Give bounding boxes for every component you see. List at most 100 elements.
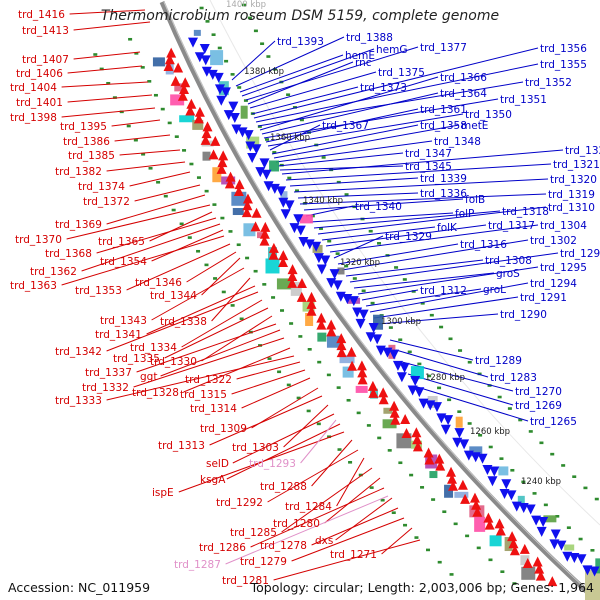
forward-gene-arrow [348, 296, 359, 307]
forward-gene-label: trd_1269 [515, 400, 562, 412]
reverse-gene-arrow [278, 250, 289, 261]
reverse-gene-arrow [287, 270, 298, 281]
scale-label: 1280 kbp [425, 373, 465, 383]
reverse-gene-label: trd_1372 [83, 196, 130, 208]
tick-dot [448, 337, 453, 341]
forward-gene-arrow [443, 415, 454, 426]
genome-backbone [159, 1, 598, 600]
reverse-gene-label-leader-line [69, 9, 146, 15]
scale-label: 1360 kbp [270, 133, 310, 143]
forward-gene-label: hemE [345, 50, 375, 62]
forward-gene-arrow [187, 37, 198, 48]
gene-feature-block [276, 278, 292, 290]
reverse-gene-arrow [296, 291, 307, 302]
reverse-gene-arrow [547, 576, 558, 587]
reverse-gene-arrow [508, 538, 519, 549]
forward-gene-arrow [562, 551, 573, 562]
tick-dot [171, 208, 176, 212]
forward-gene-label: trd_1364 [440, 88, 487, 100]
forward-gene-arrow [263, 181, 274, 192]
forward-gene-label: hemG [376, 44, 407, 56]
forward-gene-arrow [243, 130, 254, 141]
tick-dot [272, 151, 277, 154]
tick-dot [204, 263, 209, 267]
gene-feature-block [232, 208, 244, 216]
forward-gene-label-leader-line [337, 243, 459, 265]
tick-dot [361, 289, 366, 293]
forward-gene-arrow [311, 241, 322, 252]
reverse-gene-arrow [347, 360, 358, 371]
reverse-gene-label: trd_1398 [10, 112, 57, 124]
reverse-gene-label-leader-line [67, 65, 143, 74]
reverse-gene-label: trd_1279 [240, 556, 287, 568]
reverse-gene-label-leader-line [311, 439, 353, 487]
reverse-gene-label: trd_1332 [82, 382, 129, 394]
tick-dot [286, 383, 291, 387]
tick-dot [380, 498, 385, 502]
gene-feature-block [342, 366, 354, 378]
reverse-gene-label: trd_1309 [200, 423, 247, 435]
tick-dot [237, 86, 242, 89]
reverse-gene-arrow [216, 163, 227, 174]
reverse-gene-arrow [357, 367, 368, 378]
reverse-gene-label: trd_1315 [180, 389, 227, 401]
tick-dot [442, 510, 447, 514]
tick-dot [407, 350, 412, 354]
reverse-gene-label-leader-line [136, 323, 277, 373]
forward-gene-arrow [201, 66, 212, 77]
tick-dot [356, 411, 361, 415]
tick-dot [377, 242, 382, 245]
tick-dot [262, 283, 267, 286]
forward-gene-label-leader-line [269, 124, 321, 151]
forward-gene-label-leader-line [271, 124, 419, 155]
tick-dot [398, 461, 403, 465]
tick-dot [394, 266, 399, 269]
forward-gene-label-leader-line [345, 259, 484, 277]
tick-dot [160, 107, 165, 111]
tick-dot [555, 515, 560, 518]
reverse-gene-arrow [241, 207, 252, 218]
scale-label: 1240 kbp [521, 477, 561, 487]
tick-dot [465, 534, 470, 538]
reverse-gene-label-leader-line [311, 507, 399, 546]
forward-gene-label: trd_1319 [548, 189, 595, 201]
gene-feature-block [290, 281, 302, 296]
forward-gene-arrow [269, 183, 280, 194]
forward-gene-label: trd_1265 [530, 416, 577, 428]
reverse-gene-label: trd_1404 [10, 82, 57, 94]
tick-dot [439, 325, 444, 329]
forward-gene-arrow [320, 255, 331, 266]
reverse-gene-arrow [210, 135, 221, 146]
gene-feature-block [454, 491, 469, 498]
forward-gene-arrow [470, 452, 481, 463]
tick-dot [414, 536, 419, 539]
tick-dot [295, 189, 300, 193]
forward-gene-arrow [576, 554, 587, 565]
forward-gene-arrow [214, 84, 225, 95]
reverse-gene-label: ksgA [200, 474, 226, 486]
tick-dot [539, 441, 544, 445]
tick-dot [134, 52, 139, 55]
tick-dot [266, 55, 271, 58]
forward-gene-arrow [251, 144, 262, 155]
forward-gene-label: trd_1312 [420, 285, 467, 297]
forward-gene-arrow [200, 55, 211, 66]
forward-gene-arrow [293, 214, 304, 225]
forward-gene-label: trd_1356 [540, 43, 587, 55]
forward-gene-label-leader-line [289, 177, 419, 187]
reverse-gene-arrow [507, 531, 518, 542]
reverse-gene-arrow [251, 207, 262, 218]
forward-gene-label-leader-line [313, 210, 501, 229]
forward-gene-arrow [589, 566, 600, 577]
forward-gene-label-leader-line [259, 76, 439, 131]
reverse-gene-arrow [472, 506, 483, 517]
gene-feature-block [299, 214, 313, 224]
reverse-gene-label: trd_1354 [100, 256, 147, 268]
reverse-gene-label-leader-line [183, 347, 291, 393]
tick-dot [140, 66, 145, 69]
reverse-gene-arrow [218, 150, 229, 161]
reverse-gene-label-leader-line [201, 315, 273, 362]
tick-dot [477, 372, 482, 376]
reverse-gene-arrow [495, 525, 506, 536]
reverse-gene-label: trd_1285 [230, 527, 277, 539]
